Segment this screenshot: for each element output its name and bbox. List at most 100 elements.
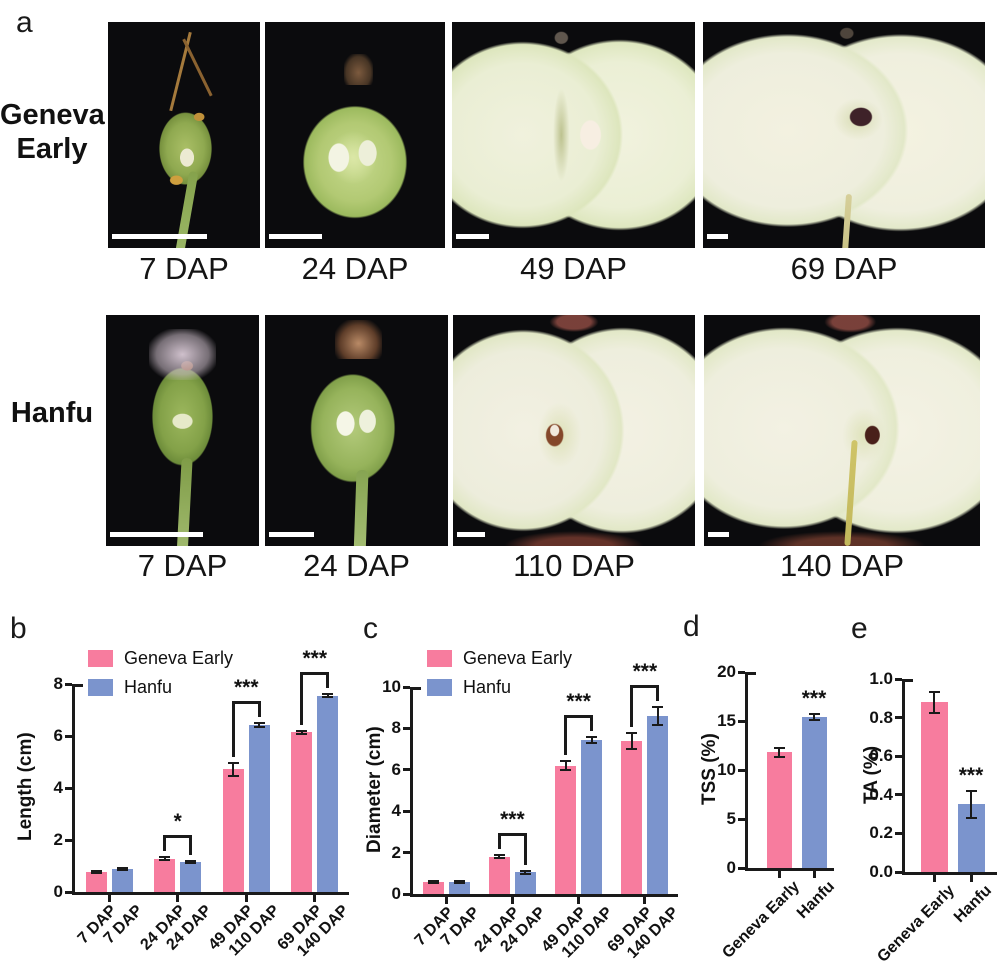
error-bar-line bbox=[189, 860, 192, 864]
y-tick-label: 10 bbox=[382, 677, 401, 696]
y-tick bbox=[403, 809, 410, 813]
y-tick bbox=[65, 682, 72, 686]
significance-label: *** bbox=[958, 763, 984, 787]
y-tick bbox=[403, 726, 410, 730]
bar-24-dap-geneva-early bbox=[154, 858, 176, 892]
x-tick bbox=[510, 897, 514, 904]
photo-caption: 110 DAP bbox=[513, 548, 635, 583]
bar-geneva-early-geneva-early bbox=[920, 702, 948, 872]
bar-49-dap-geneva-early bbox=[555, 765, 577, 894]
y-axis-label: Diameter (cm) bbox=[364, 726, 385, 853]
y-tick bbox=[895, 793, 902, 797]
y-axis-top-cap bbox=[748, 672, 756, 675]
error-bar-cap-top bbox=[90, 869, 102, 872]
bar-69-dap-geneva-early bbox=[621, 740, 643, 894]
cultivar-label-geneva-early: Geneva Early bbox=[0, 98, 105, 166]
significance-bracket-leg bbox=[656, 685, 660, 702]
y-tick bbox=[403, 768, 410, 772]
significance-bracket-leg bbox=[326, 672, 330, 689]
photo-caption: 7 DAP bbox=[137, 548, 228, 583]
fruit-photo-geneva-49-dap bbox=[452, 22, 695, 248]
error-bar-cap-bottom bbox=[296, 732, 308, 735]
photo-caption: 24 DAP bbox=[301, 251, 409, 286]
significance-bracket-leg bbox=[564, 714, 568, 756]
error-bar-line bbox=[300, 730, 303, 734]
y-axis-line bbox=[410, 687, 413, 897]
error-bar-cap-top bbox=[965, 789, 977, 792]
bar-7-dap-geneva-early bbox=[422, 881, 444, 894]
significance-bracket-leg bbox=[300, 672, 304, 725]
error-bar-cap-bottom bbox=[453, 881, 465, 884]
error-bar-cap-top bbox=[185, 859, 197, 862]
error-bar-cap-top bbox=[322, 693, 334, 696]
y-tick-label: 0 bbox=[726, 858, 736, 877]
error-bar-cap-bottom bbox=[652, 723, 664, 726]
y-tick-label: 1.0 bbox=[869, 669, 893, 688]
error-bar-line bbox=[163, 857, 166, 860]
y-tick bbox=[895, 716, 902, 720]
y-tick bbox=[895, 831, 902, 835]
error-bar-cap-top bbox=[626, 731, 638, 734]
significance-bracket-bar bbox=[564, 714, 594, 718]
y-tick-label: 10 bbox=[717, 760, 736, 779]
significance-bracket-leg bbox=[189, 835, 193, 855]
scale-bar bbox=[269, 532, 314, 537]
y-axis-top-cap bbox=[413, 687, 421, 690]
fruit-cross-section bbox=[453, 315, 695, 546]
significance-bracket-bar bbox=[163, 835, 193, 839]
fruit-cross-section bbox=[704, 315, 980, 546]
y-tick bbox=[895, 677, 902, 681]
y-tick bbox=[738, 768, 745, 772]
error-bar-cap-top bbox=[427, 880, 439, 883]
error-bar-cap-top bbox=[159, 856, 171, 859]
panel-e-ta-chart: 0.0 0.2 0.4 0.6 0.8 1.0 Geneva Early Hanfu *** TA… bbox=[840, 612, 1000, 967]
error-bar-cap-top bbox=[586, 735, 598, 738]
y-tick bbox=[738, 866, 745, 870]
x-tick bbox=[313, 895, 317, 902]
y-tick-label: 0.8 bbox=[869, 707, 893, 727]
error-bar-cap-top bbox=[519, 870, 531, 873]
photo-caption: 140 DAP bbox=[779, 548, 905, 583]
bar-hanfu-hanfu bbox=[801, 717, 827, 868]
significance-bracket-leg bbox=[497, 833, 501, 850]
panel-c-diameter-chart: 0 2 4 6 8 10 7 DAP 7 DAP 24 DAP 24 DAP 49 DAP 110 D… bbox=[355, 612, 687, 967]
error-bar-line bbox=[590, 736, 593, 743]
photo-caption: 49 DAP bbox=[520, 251, 627, 286]
legend-label: Geneva Early bbox=[463, 648, 573, 668]
y-tick-label: 0 bbox=[391, 884, 401, 903]
error-bar-line bbox=[326, 694, 329, 698]
photo-caption: 69 DAP bbox=[790, 251, 898, 286]
legend-swatch-geneva-early bbox=[427, 650, 452, 667]
error-bar-cap-top bbox=[808, 713, 820, 716]
panel-label-b: b bbox=[10, 612, 27, 645]
error-bar-line bbox=[121, 867, 124, 870]
legend-label: Hanfu bbox=[463, 677, 512, 697]
error-bar-cap-bottom bbox=[159, 859, 171, 862]
error-bar-cap-top bbox=[453, 880, 465, 883]
legend-item-geneva-early: Geneva Early bbox=[427, 648, 572, 669]
y-tick-label: 2 bbox=[391, 842, 401, 862]
fruit-photo-hanfu-7-dap bbox=[106, 315, 259, 546]
fruit-photo-geneva-7-dap bbox=[108, 22, 260, 248]
plot-area: 0 5 10 15 20 Geneva Early Hanfu *** bbox=[717, 662, 838, 962]
significance-bracket-bar bbox=[497, 833, 527, 837]
error-bar-cap-bottom bbox=[626, 747, 638, 750]
y-tick bbox=[738, 817, 745, 821]
scale-bar bbox=[457, 532, 485, 537]
error-bar-cap-bottom bbox=[322, 696, 334, 699]
fruit-photo-hanfu-110-dap bbox=[453, 315, 695, 546]
y-tick-label: 0 bbox=[53, 882, 63, 901]
bar-69-dap-geneva-early bbox=[291, 732, 313, 892]
y-tick bbox=[65, 734, 72, 738]
bar-140-dap-hanfu bbox=[647, 715, 669, 894]
y-tick-label: 2 bbox=[53, 830, 63, 849]
error-bar-cap-bottom bbox=[560, 769, 572, 772]
y-axis-line bbox=[902, 679, 905, 875]
y-axis-line bbox=[72, 684, 75, 895]
y-tick-label: 15 bbox=[717, 711, 736, 730]
scale-bar bbox=[269, 234, 322, 239]
bar-140-dap-hanfu bbox=[317, 695, 339, 892]
legend-label: Geneva Early bbox=[124, 648, 234, 668]
error-bar-line bbox=[498, 855, 501, 859]
